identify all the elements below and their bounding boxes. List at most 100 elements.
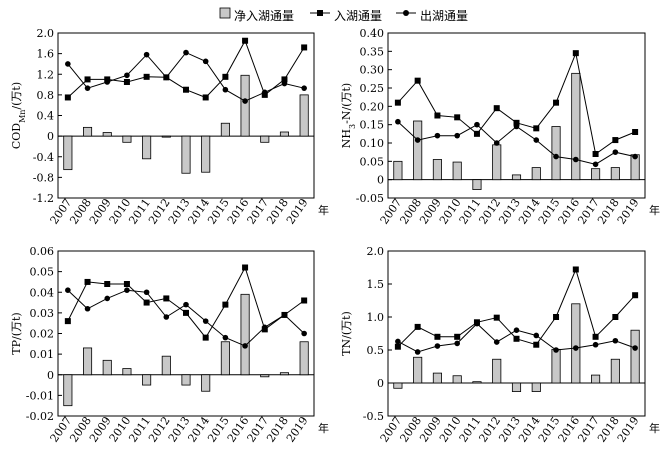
tn-out-point — [533, 332, 540, 339]
nh3n-net-bar — [413, 120, 423, 181]
cod-net-bar — [142, 135, 152, 160]
tp-x-unit: 年 — [318, 421, 329, 435]
tp-net-bar — [83, 347, 93, 376]
tp-out-point — [65, 287, 71, 293]
cod-out-point — [261, 89, 268, 96]
cod-in-point — [143, 73, 150, 80]
tp-in-point — [123, 281, 130, 287]
cod-in-point — [183, 86, 189, 93]
cod-out-point — [163, 74, 170, 81]
tn-net-bar — [492, 358, 502, 384]
tp-ytick-label: 0.01 — [30, 348, 55, 361]
nh3n-ytick-label: -0.05 — [356, 192, 384, 205]
tn-net-bar — [432, 372, 442, 384]
tp-net-bar — [240, 293, 250, 376]
cod-in-point — [84, 76, 91, 83]
cod-in-point — [242, 37, 249, 44]
tn-out-point — [454, 340, 460, 347]
tn-ytick-label: 2.0 — [367, 245, 385, 258]
nh3n-in-point — [513, 119, 520, 126]
tp-in-point — [301, 297, 308, 304]
nh3n-net-bar — [452, 161, 462, 181]
tp-in-point — [222, 301, 229, 308]
tp-ytick-label: 0.06 — [30, 245, 55, 258]
cod-net-bar — [161, 135, 171, 138]
nh3n-out-point — [573, 156, 579, 163]
nh3n-net-bar — [610, 167, 620, 181]
tp-in-point — [242, 264, 249, 271]
cod-net-bar — [83, 126, 93, 137]
cod-net-bar — [240, 74, 250, 137]
tn-out-point — [395, 338, 401, 345]
cod-out-point — [281, 80, 288, 87]
tp-in-point — [163, 295, 170, 302]
cod-ytick-label: -1.2 — [33, 192, 54, 205]
nh3n-out-point — [592, 161, 599, 168]
tp-in-point — [202, 334, 209, 341]
legend-out-dot — [403, 10, 409, 16]
tn-ytick-label: 1.0 — [367, 311, 385, 324]
tp-in-point — [104, 281, 111, 287]
tn-ytick-label: 0 — [377, 377, 384, 390]
tp-net-bar — [63, 374, 73, 407]
nh3n-net-bar — [393, 160, 403, 181]
nh3n-ytick-label: 0.15 — [360, 119, 385, 132]
cod-in-point — [301, 44, 308, 51]
cod-ytick-label: -0.8 — [33, 171, 54, 184]
cod-ytick-label: 1.6 — [37, 48, 55, 61]
tn-in-point — [592, 333, 599, 340]
tp-net-bar — [279, 372, 289, 376]
nh3n-out-point — [474, 121, 480, 128]
cod-out-point — [202, 58, 209, 65]
nh3n-ytick-label: 0.05 — [360, 155, 385, 168]
tp-in-point — [64, 318, 71, 325]
tn-in-point — [434, 333, 441, 340]
tn-out-point — [493, 339, 500, 345]
tn-in-point — [394, 343, 401, 350]
tn-out-point — [513, 327, 520, 334]
cod-net-bar — [299, 94, 309, 137]
cod-ytick-label: 2.0 — [37, 27, 55, 40]
cod-in-point — [64, 94, 71, 101]
tn-net-bar — [472, 381, 482, 384]
cod-ytick-label: 0.8 — [37, 89, 55, 102]
tp-out-point — [281, 312, 288, 318]
nh3n-net-bar — [432, 159, 442, 181]
chart-legend: 净入湖通量 入湖通量 出湖通量 — [218, 3, 518, 25]
nh3n-ytick-label: 0 — [377, 174, 384, 187]
tp-ytick-label: 0 — [47, 369, 54, 382]
tn-net-bar — [511, 382, 522, 392]
nh3n-x-unit: 年 — [649, 203, 660, 217]
tp-ytick-label: 0.04 — [30, 286, 55, 299]
cod-net-bar — [260, 135, 270, 143]
tp-y-axis-label: TP/(万t) — [10, 312, 23, 354]
tn-out-point — [573, 345, 579, 351]
cod-out-point — [143, 51, 150, 58]
tp-ytick-label: -0.02 — [26, 410, 54, 423]
cod-in-point — [123, 78, 130, 85]
tn-out-point — [434, 343, 441, 349]
tp-ytick-label: 0.05 — [30, 266, 55, 279]
cod-out-point — [84, 85, 91, 91]
nh3n-ytick-label: 0.35 — [360, 45, 385, 58]
tn-net-bar — [393, 382, 403, 389]
tn-ytick-label: -0.5 — [363, 410, 384, 423]
tp-net-bar — [102, 359, 112, 376]
nh3n-ytick-label: 0.40 — [360, 27, 385, 40]
nh3n-net-bar — [571, 72, 581, 181]
nh3n-ytick-label: 0.30 — [360, 64, 385, 77]
tn-in-line — [397, 268, 636, 348]
nh3n-out-point — [395, 118, 401, 125]
nh3n-y-axis-label: NH3-N/(万t) — [340, 83, 357, 148]
cod-ytick-label: -0.4 — [33, 151, 54, 164]
cod-out-point — [124, 72, 130, 79]
tn-plot-frame — [387, 250, 646, 417]
cod-net-bar — [63, 135, 73, 171]
legend-in-label: 入湖通量 — [334, 9, 383, 23]
nh3n-ytick-label: 0.25 — [360, 82, 385, 95]
cod-ytick-label: 0.4 — [37, 110, 55, 123]
tn-xtick-label: 2019 — [615, 414, 642, 444]
tn-in-point — [414, 323, 421, 330]
tp-net-bar — [142, 374, 152, 386]
